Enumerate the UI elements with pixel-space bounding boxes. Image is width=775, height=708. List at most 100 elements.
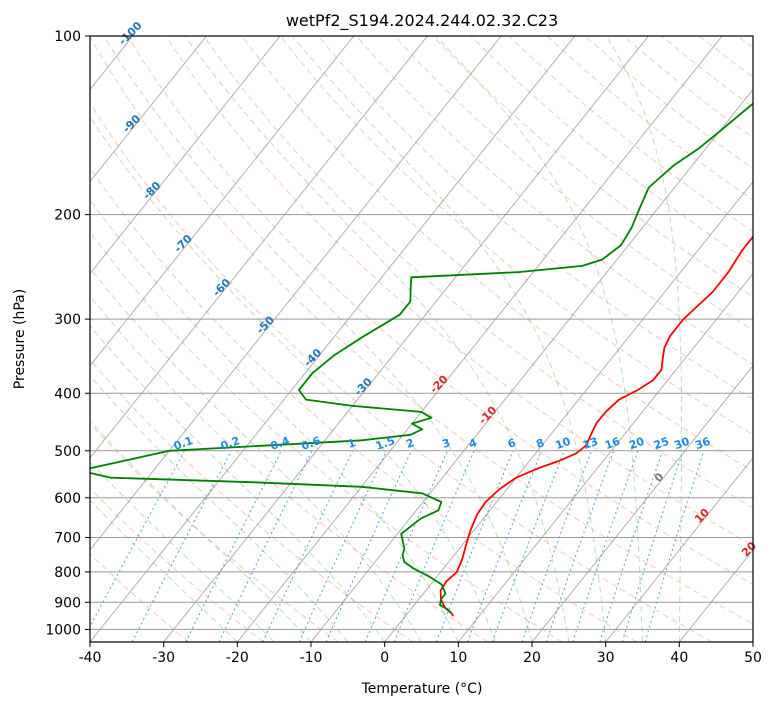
mixing-ratio-label: 1.5 [374,434,397,453]
x-tick-label: -10 [300,650,323,666]
y-tick-label: 200 [54,208,81,224]
x-tick-label: 50 [744,650,762,666]
moist-adiabat-line [90,325,386,642]
dry-adiabat-label: -50 [254,313,277,336]
dry-adiabat-label: 20 [739,539,759,559]
series-layer [90,102,753,617]
isotherm-line [90,36,428,459]
isotherm-line [0,36,59,642]
moist-adiabat-line [90,375,349,642]
isotherm-line [531,365,753,642]
isotherm-line [163,36,649,642]
moist-adiabat-line [90,199,459,642]
mixing-ratio-label: 2 [404,436,416,451]
isotherm-line [90,36,502,551]
dry-adiabat-label: -100 [116,19,145,48]
annotation-labels: -100-90-80-70-60-50-40-30-20-10010203040… [116,19,759,559]
y-axis-label: Pressure (hPa) [12,289,28,389]
isotherm-line [90,36,207,183]
dry-adiabat-line [90,36,753,625]
y-tick-label: 100 [54,29,81,45]
mixing-ratio-label: 25 [652,435,671,452]
x-axis-ticks: -40 -30 -20 -10 0 10 20 30 40 50 [79,642,762,666]
isotherm-line [90,36,355,367]
mixing-ratio-line [644,450,705,642]
dry-adiabat-label: -10 [476,403,499,426]
background-lines [90,36,753,642]
mixing-ratio-label: 13 [581,435,600,452]
mixing-ratio-line [435,450,514,642]
dry-adiabat-line [508,36,753,233]
x-tick-label: 0 [380,650,389,666]
moist-adiabat-line [90,420,312,642]
dry-adiabat-line [90,553,190,642]
mixing-ratio-label: 1 [346,436,358,451]
mixing-ratio-line [599,450,664,642]
x-tick-label: 30 [597,650,615,666]
dry-adiabat-line [90,295,488,642]
moist-adiabat-line [291,36,607,642]
mixing-ratio-label: 16 [603,435,622,453]
chart-title: wetPf2_S194.2024.244.02.32.C23 [286,11,558,31]
mixing-ratio-line [393,450,475,642]
dry-adiabat-line [90,231,563,642]
mixing-ratio-line [467,450,542,642]
isotherm-line [310,88,753,642]
dry-adiabat-line [90,167,638,642]
isotherm-line [679,549,753,642]
dry-adiabat-label: -20 [427,372,450,395]
moist-adiabat-line [90,116,496,642]
mixing-ratio-label: 6 [506,436,518,451]
isotherm-line [237,36,723,642]
mixing-ratio-label: 20 [627,435,646,453]
isotherm-line [458,273,753,642]
y-tick-label: 300 [54,312,81,328]
dry-adiabat-line [394,36,753,332]
y-tick-label: 600 [54,491,81,507]
grid-lines [0,36,753,642]
mixing-ratio-label: 36 [693,435,712,453]
moist-adiabat-line [90,461,275,642]
isotherm-line [90,36,281,275]
moist-adiabat-line [184,36,570,642]
y-axis-ticks: 100 200 300 400 500 600 700 800 900 1000 [45,29,90,638]
mixing-ratio-line [218,450,313,642]
moist-adiabat-line [90,499,238,642]
dry-adiabat-label: 0 [652,470,667,485]
dry-adiabat-line [90,422,339,642]
dry-adiabat-label: -60 [210,276,233,299]
x-tick-label: 20 [523,650,541,666]
mixing-ratio-label: 0.2 [219,434,242,453]
mixing-ratio-line [262,450,354,642]
mixing-ratio-label: 0.6 [300,434,323,453]
plot-frame [89,35,754,643]
dry-adiabat-line [165,36,753,547]
y-tick-label: 800 [54,565,81,581]
dry-adiabat-line [90,358,414,642]
dry-adiabat-line [203,36,753,509]
dry-adiabat-line [432,36,753,298]
mixing-ratio-label: 0.1 [172,434,195,453]
dry-adiabat-label: -80 [140,179,163,202]
mixing-ratio-line [298,450,387,642]
mixing-ratio-line [572,450,639,642]
y-tick-label: 900 [54,595,81,611]
x-tick-label: -40 [79,650,102,666]
mixing-ratio-label: 8 [534,436,546,451]
mixing-ratio-line [90,450,185,628]
isotherm-line [384,180,753,642]
mixing-ratio-label: 3 [440,436,452,451]
x-tick-label: -30 [152,650,175,666]
y-tick-label: 1000 [45,622,81,638]
dry-adiabat-label: 10 [692,506,712,526]
dry-adiabat-line [317,36,753,400]
x-tick-label: -20 [226,650,249,666]
moist-adiabat-line [605,36,683,642]
dry-adiabat-label: -70 [172,232,195,255]
mixing-ratio-line [621,450,684,642]
dry-adiabat-line [356,36,753,366]
dry-adiabat-line [90,102,712,642]
x-tick-label: 40 [670,650,688,666]
y-tick-label: 700 [54,531,81,547]
mixing-ratio-label: 4 [467,436,479,451]
